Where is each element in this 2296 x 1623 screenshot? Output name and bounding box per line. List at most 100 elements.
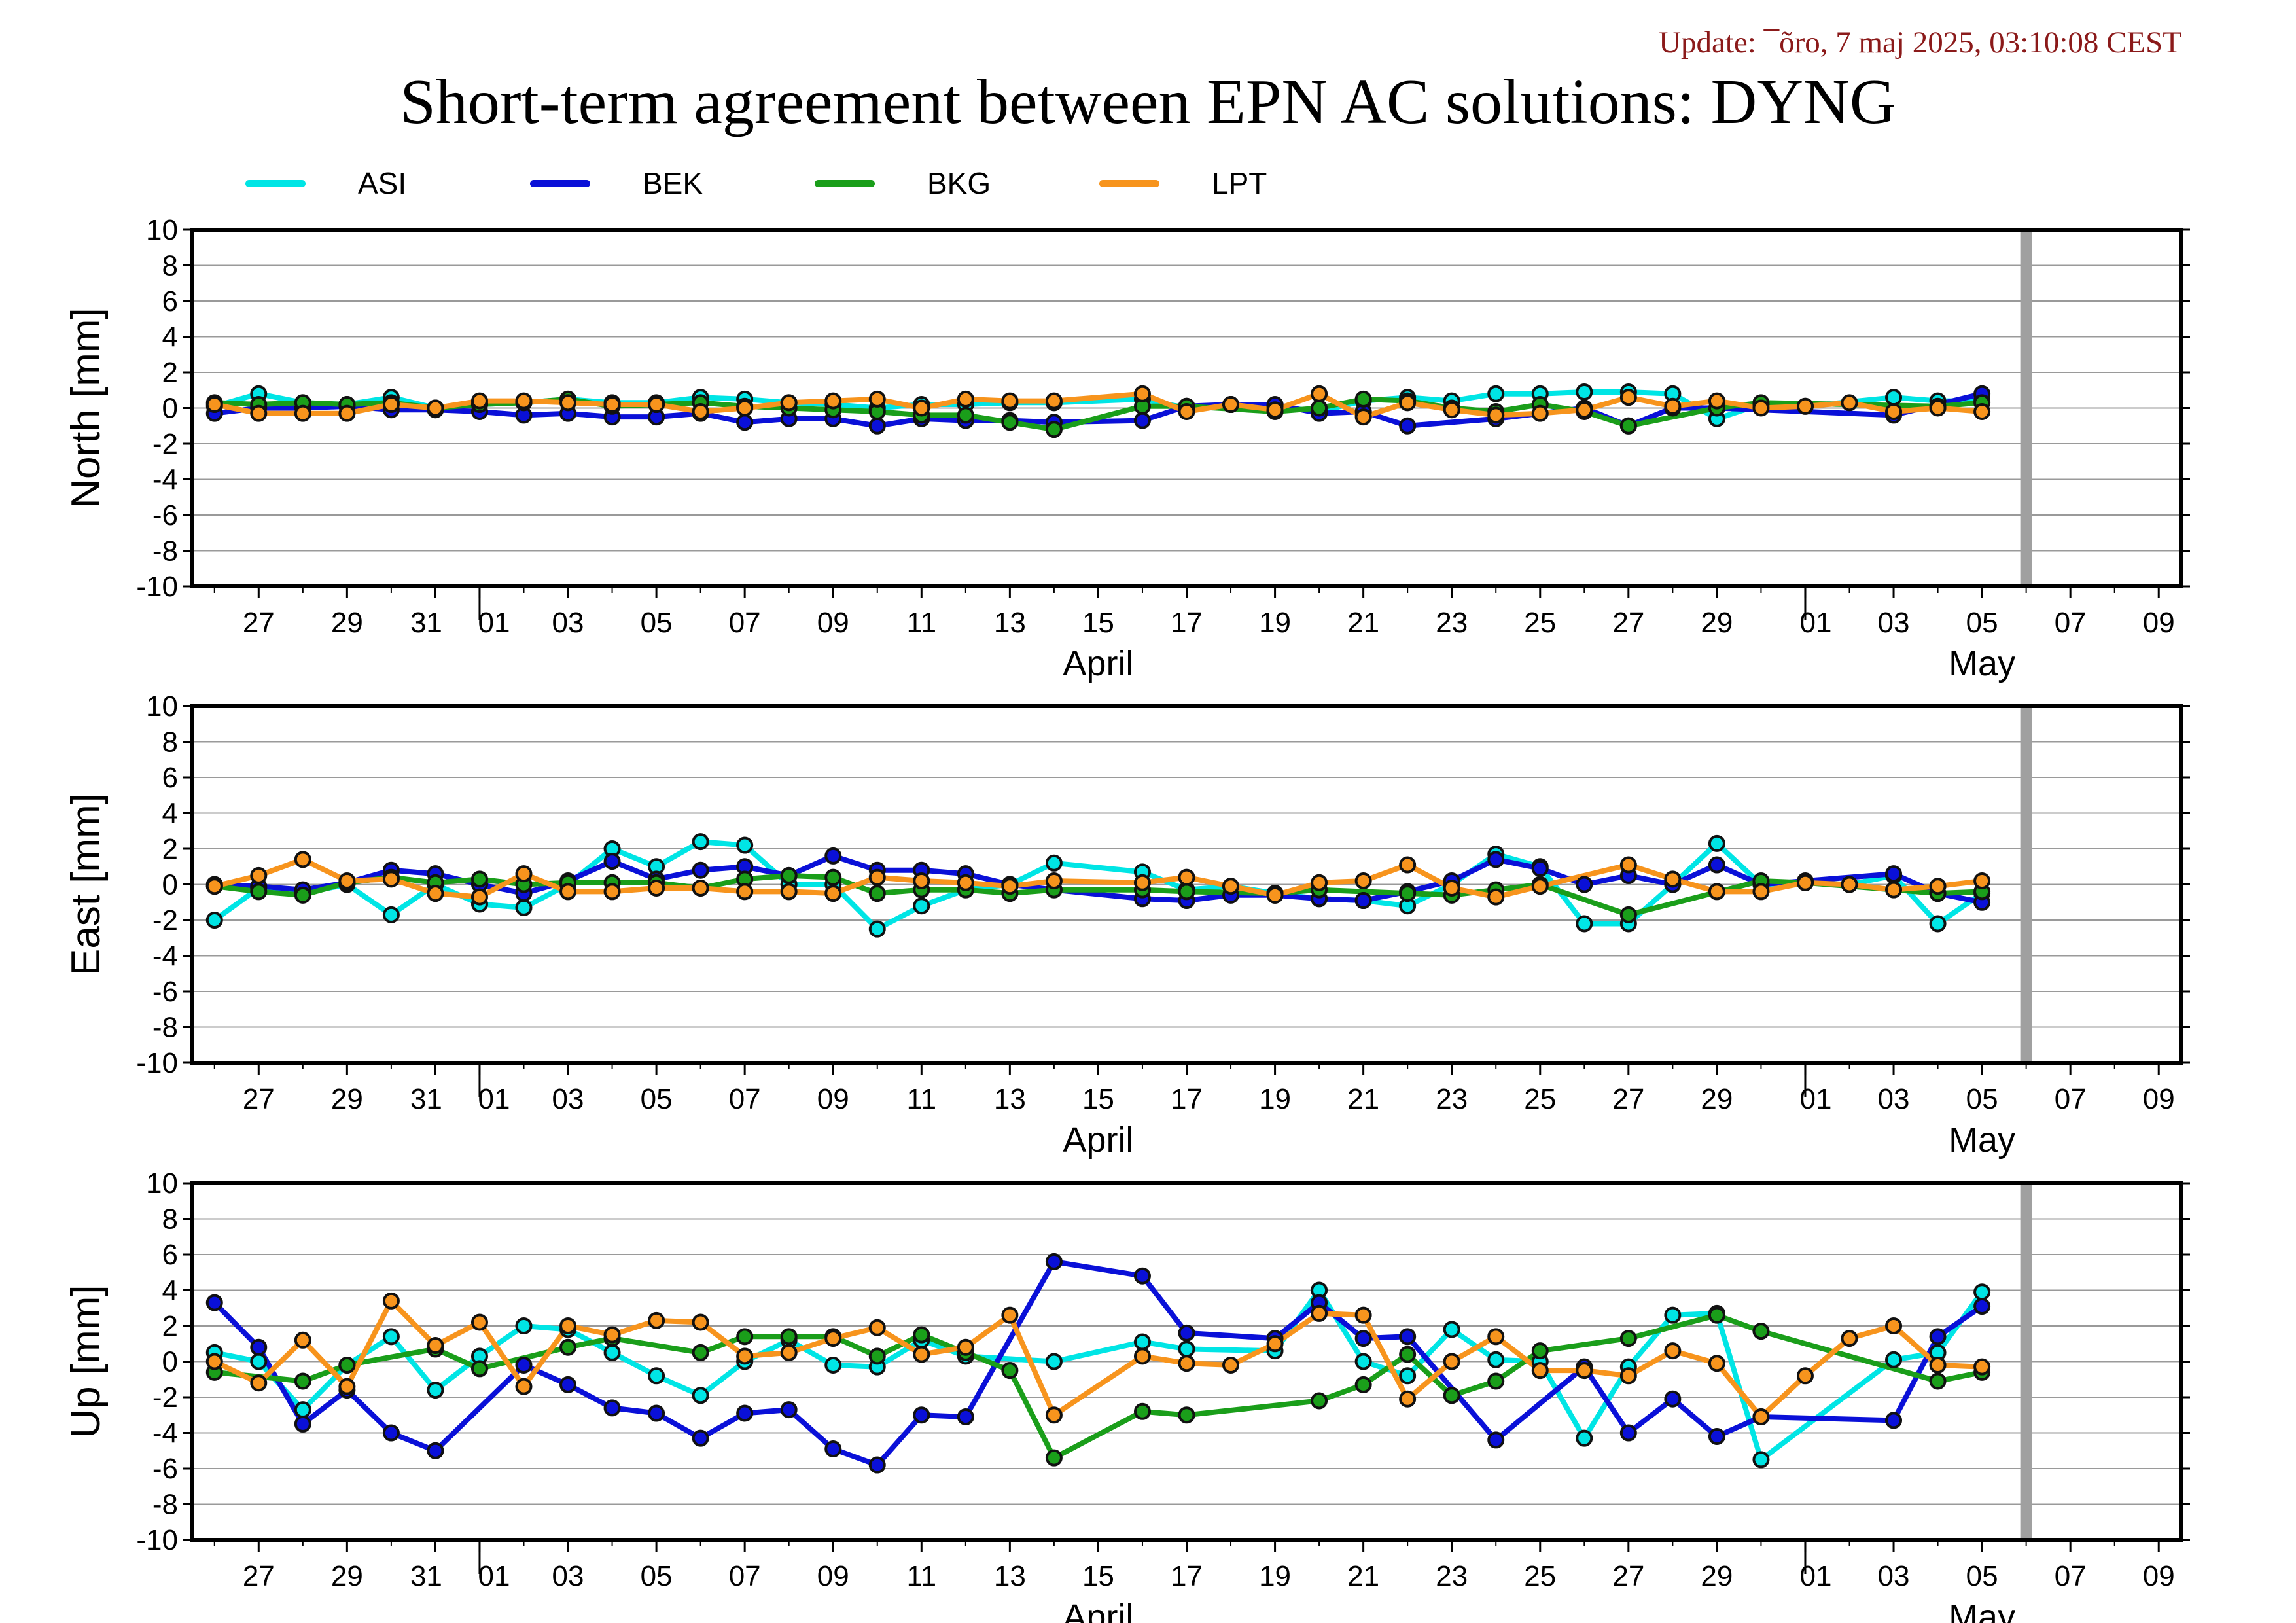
legend: ASI BEK BKG LPT bbox=[0, 164, 2296, 203]
point-lpt bbox=[1133, 1347, 1151, 1365]
x-tick-label: 01 bbox=[478, 607, 510, 639]
point-bkg bbox=[1443, 1387, 1460, 1404]
point-bek bbox=[824, 1440, 842, 1458]
point-bkg bbox=[294, 886, 311, 904]
point-lpt bbox=[1973, 402, 1991, 420]
point-bek bbox=[957, 1408, 974, 1425]
point-lpt bbox=[736, 883, 754, 901]
y-tick-label: 8 bbox=[162, 726, 178, 758]
point-bkg bbox=[913, 1326, 930, 1344]
point-asi bbox=[1045, 854, 1063, 872]
legend-swatch-bek bbox=[530, 179, 590, 187]
point-bkg bbox=[1045, 1449, 1063, 1467]
point-asi bbox=[736, 836, 754, 854]
legend-item-bkg: BKG bbox=[815, 164, 991, 203]
point-asi bbox=[1708, 834, 1725, 852]
y-tick-label: 2 bbox=[162, 357, 178, 389]
point-bkg bbox=[470, 1360, 488, 1378]
point-lpt bbox=[913, 1346, 930, 1363]
x-tick-label: 13 bbox=[994, 1083, 1026, 1115]
point-lpt bbox=[559, 883, 577, 901]
point-lpt bbox=[824, 392, 842, 410]
month-label: May bbox=[1949, 644, 2015, 683]
point-lpt bbox=[250, 866, 268, 884]
point-bek bbox=[1399, 1328, 1417, 1346]
point-bek bbox=[1487, 851, 1505, 868]
point-bkg bbox=[1311, 399, 1328, 417]
x-tick-label: 05 bbox=[1966, 607, 1998, 639]
legend-item-asi: ASI bbox=[245, 164, 406, 203]
point-lpt bbox=[1619, 1367, 1637, 1385]
point-lpt bbox=[559, 1317, 577, 1334]
y-tick-label: 6 bbox=[162, 1239, 178, 1271]
point-lpt bbox=[648, 396, 665, 414]
x-tick-label: 13 bbox=[994, 607, 1026, 639]
point-lpt bbox=[780, 1344, 798, 1361]
point-lpt bbox=[1399, 856, 1417, 874]
plot-frame bbox=[190, 704, 2183, 1065]
point-bek bbox=[205, 1294, 223, 1311]
point-bek bbox=[1708, 856, 1725, 874]
point-bek bbox=[515, 1356, 533, 1374]
point-bkg bbox=[1752, 1323, 1770, 1340]
y-tick-label: -8 bbox=[152, 1012, 178, 1044]
y-tick-label: 2 bbox=[162, 1310, 178, 1342]
panel-2: 10 86 42 0 -2 -4-6 -8-10 27 29 31 01 03 05 07 09 11 13 15… bbox=[63, 1168, 2190, 1623]
x-tick-label: 09 bbox=[2143, 1083, 2175, 1115]
point-bek bbox=[824, 847, 842, 865]
point-bkg bbox=[868, 885, 886, 902]
point-asi bbox=[427, 1382, 444, 1399]
y-axis-label: North [mm] bbox=[63, 308, 109, 508]
point-bek bbox=[603, 853, 621, 870]
plot-frame bbox=[190, 1181, 2183, 1542]
point-lpt bbox=[1045, 392, 1063, 410]
x-tick-label: 09 bbox=[2143, 1560, 2175, 1592]
point-lpt bbox=[1841, 1330, 1858, 1347]
point-bek bbox=[427, 1442, 444, 1459]
point-lpt bbox=[868, 390, 886, 408]
point-lpt bbox=[913, 872, 930, 890]
x-tick-label: 03 bbox=[552, 607, 584, 639]
point-bek bbox=[648, 1404, 665, 1422]
point-bkg bbox=[470, 870, 488, 888]
point-lpt bbox=[1045, 872, 1063, 890]
point-bek bbox=[250, 1338, 268, 1356]
x-tick-label: 27 bbox=[243, 1560, 275, 1592]
x-tick-label: 01 bbox=[478, 1560, 510, 1592]
x-tick-label: 03 bbox=[1878, 607, 1910, 639]
point-lpt bbox=[913, 399, 930, 417]
x-tick-label: 29 bbox=[1701, 1560, 1733, 1592]
point-bkg bbox=[1708, 1306, 1725, 1324]
series-line-lpt bbox=[214, 391, 1983, 420]
x-tick-label: 19 bbox=[1259, 607, 1291, 639]
month-label: May bbox=[1949, 1120, 2015, 1160]
y-tick-label: 4 bbox=[162, 798, 178, 830]
x-tick-label: 27 bbox=[243, 607, 275, 639]
point-bkg bbox=[957, 406, 974, 424]
point-lpt bbox=[1178, 1355, 1195, 1372]
point-lpt bbox=[515, 392, 533, 410]
y-tick-label: -4 bbox=[152, 1418, 178, 1450]
point-lpt bbox=[382, 1292, 400, 1310]
x-tick-label: 09 bbox=[817, 1560, 849, 1592]
point-bek bbox=[1885, 865, 1903, 883]
x-tick-label: 07 bbox=[2055, 607, 2087, 639]
y-tick-label: -8 bbox=[152, 535, 178, 567]
point-bkg bbox=[1619, 1330, 1637, 1347]
x-tick-label: 31 bbox=[410, 1560, 442, 1592]
point-bek bbox=[868, 1456, 886, 1474]
point-bek bbox=[1487, 1431, 1505, 1449]
x-tick-label: 27 bbox=[1612, 607, 1644, 639]
point-bkg bbox=[1178, 1406, 1195, 1424]
point-lpt bbox=[1487, 888, 1505, 906]
y-tick-label: -6 bbox=[152, 976, 178, 1008]
x-tick-label: 07 bbox=[2055, 1560, 2087, 1592]
point-bkg bbox=[1619, 906, 1637, 923]
x-tick-label: 15 bbox=[1082, 607, 1114, 639]
point-lpt bbox=[1487, 406, 1505, 424]
y-tick-label: -10 bbox=[136, 571, 178, 603]
point-lpt bbox=[1222, 878, 1240, 895]
x-tick-label: 21 bbox=[1347, 1560, 1379, 1592]
x-tick-label: 05 bbox=[1966, 1083, 1998, 1115]
y-tick-label: -2 bbox=[152, 1382, 178, 1414]
